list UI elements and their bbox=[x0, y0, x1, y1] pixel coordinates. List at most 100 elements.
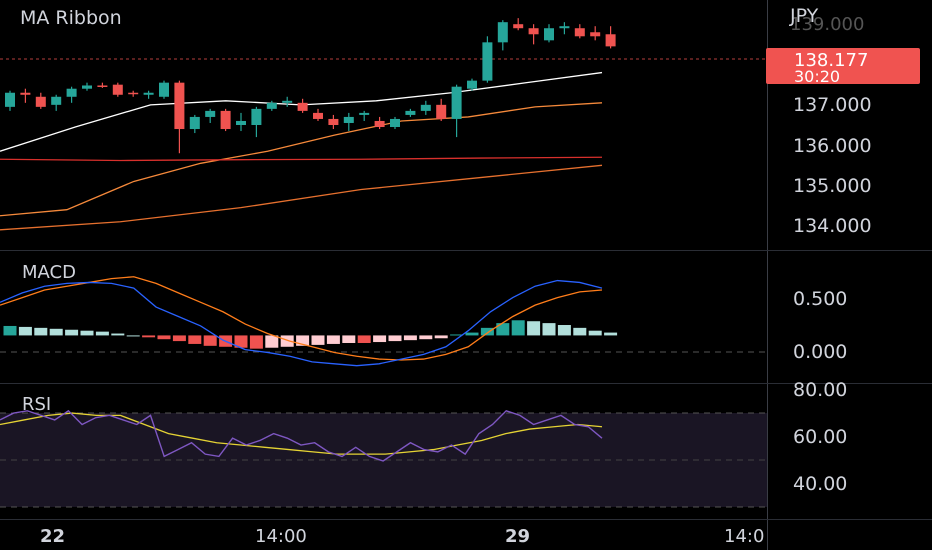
macd-histogram-bar bbox=[95, 331, 109, 336]
candle bbox=[513, 18, 524, 31]
macd-histogram-bar bbox=[450, 334, 464, 336]
macd-histogram-bar bbox=[142, 335, 156, 338]
candle-body bbox=[112, 84, 123, 95]
candle-body bbox=[405, 110, 416, 115]
macd-histogram-bar bbox=[65, 329, 79, 336]
macd-histogram-bar bbox=[249, 335, 263, 349]
macd-histogram-bar bbox=[157, 335, 171, 340]
macd-histogram-bar bbox=[480, 327, 494, 336]
rsi-tick-label: 40.00 bbox=[793, 473, 847, 495]
candle bbox=[220, 108, 231, 132]
candle bbox=[159, 80, 169, 99]
candle bbox=[544, 24, 554, 43]
price-tick-label: 135.000 bbox=[793, 175, 872, 197]
candle-body bbox=[328, 118, 339, 125]
macd-histogram-bar bbox=[203, 335, 217, 346]
candle bbox=[451, 84, 462, 138]
candle bbox=[313, 108, 323, 121]
candle-body bbox=[436, 104, 447, 119]
currency-label[interactable]: JPY bbox=[789, 5, 819, 27]
candle bbox=[20, 88, 31, 103]
candle-body bbox=[420, 104, 431, 111]
macd-histogram-layer bbox=[3, 320, 618, 349]
candle-body bbox=[220, 110, 231, 130]
candle bbox=[82, 82, 92, 91]
time-tick-label: 14:00 bbox=[255, 526, 307, 547]
candle bbox=[189, 114, 200, 134]
candle bbox=[143, 90, 154, 99]
candle bbox=[420, 100, 431, 115]
candle-body bbox=[82, 85, 92, 89]
moving-average-line bbox=[0, 164, 603, 231]
time-tick-label: 22 bbox=[40, 526, 65, 547]
macd-histogram-bar bbox=[557, 325, 571, 336]
macd-tick-label: 0.000 bbox=[793, 341, 847, 363]
rsi-tick-label: 60.00 bbox=[793, 426, 847, 448]
candle-body bbox=[590, 32, 601, 37]
moving-average-line bbox=[0, 102, 603, 217]
macd-histogram-bar bbox=[296, 335, 310, 346]
candle-body bbox=[189, 116, 200, 130]
candle-body bbox=[159, 82, 169, 97]
candle bbox=[482, 36, 493, 83]
rsi-lines-layer bbox=[0, 409, 603, 462]
time-tick-label: 14:0 bbox=[724, 526, 764, 547]
candle-body bbox=[51, 96, 62, 105]
candle-body bbox=[513, 24, 524, 29]
candle-body bbox=[605, 34, 616, 47]
candle bbox=[282, 96, 293, 107]
macd-histogram-bar bbox=[434, 335, 448, 339]
candle bbox=[605, 26, 616, 49]
candle-body bbox=[143, 92, 154, 95]
macd-histogram-bar bbox=[280, 335, 294, 347]
macd-histogram-bar bbox=[357, 335, 371, 343]
candle-body bbox=[313, 112, 323, 119]
candle-body bbox=[20, 92, 31, 95]
rsi-pane-title[interactable]: RSI bbox=[22, 394, 51, 415]
current-price-value: 138.177 bbox=[794, 50, 868, 71]
candle bbox=[343, 112, 354, 132]
macd-lines-layer bbox=[0, 276, 603, 367]
macd-pane-title[interactable]: MACD bbox=[22, 262, 76, 283]
candle-body bbox=[5, 92, 15, 107]
macd-histogram-bar bbox=[604, 332, 618, 336]
candle-body bbox=[66, 88, 77, 97]
candle bbox=[128, 90, 139, 97]
candle-body bbox=[482, 42, 493, 81]
macd-histogram-bar bbox=[126, 335, 140, 337]
price-tick-label: 137.000 bbox=[793, 94, 872, 116]
candle-body bbox=[467, 80, 477, 89]
candle bbox=[405, 108, 416, 117]
candle-body bbox=[451, 86, 462, 119]
candle bbox=[590, 26, 601, 41]
macd-histogram-bar bbox=[388, 335, 402, 342]
macd-histogram-bar bbox=[3, 325, 17, 336]
candle bbox=[66, 86, 77, 103]
candle bbox=[436, 98, 447, 121]
macd-histogram-bar bbox=[311, 335, 325, 345]
price-pane-title[interactable]: MA Ribbon bbox=[20, 7, 122, 29]
macd-histogram-bar bbox=[326, 335, 340, 344]
candle-body bbox=[574, 28, 585, 37]
macd-histogram-bar bbox=[573, 327, 587, 336]
candle bbox=[328, 114, 339, 130]
candle-body bbox=[497, 22, 508, 43]
candle bbox=[35, 92, 46, 109]
macd-histogram-bar bbox=[265, 335, 279, 348]
macd-histogram-bar bbox=[188, 335, 202, 344]
macd-histogram-bar bbox=[465, 332, 479, 336]
candle bbox=[559, 22, 570, 35]
macd-histogram-bar bbox=[542, 323, 556, 336]
candle-body bbox=[266, 102, 277, 109]
candle-body bbox=[359, 112, 370, 115]
moving-average-line bbox=[0, 71, 603, 152]
price-tick-label: 136.000 bbox=[793, 135, 872, 157]
candle-body bbox=[544, 28, 554, 41]
candle bbox=[266, 100, 277, 111]
macd-histogram-bar bbox=[511, 320, 525, 336]
current-price-badge[interactable]: 138.177 30:20 bbox=[766, 48, 920, 86]
ma-ribbon-layer bbox=[0, 71, 603, 231]
macd-histogram-bar bbox=[527, 321, 541, 336]
rsi-line bbox=[0, 409, 603, 462]
